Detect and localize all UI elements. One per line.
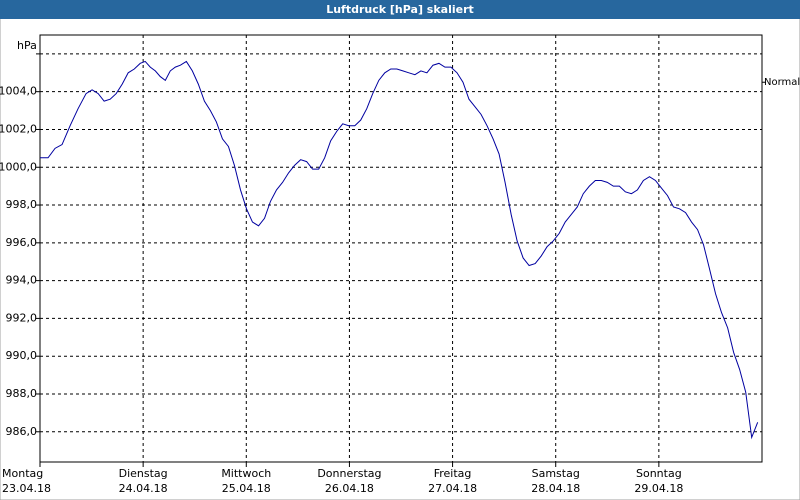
y-tick-label: 1000,0 — [0, 160, 37, 173]
chart-title: Luftdruck [hPa] skaliert — [326, 3, 474, 16]
x-tick-date: 26.04.18 — [325, 482, 374, 495]
x-tick-date: 27.04.18 — [428, 482, 477, 495]
plot-frame — [39, 34, 763, 463]
y-unit: hPa — [17, 39, 37, 52]
y-tick-label: 998,0 — [6, 198, 38, 211]
x-tick-label: Mittwoch — [221, 467, 271, 480]
x-tick-date: 24.04.18 — [119, 482, 168, 495]
y-tick-label: 988,0 — [6, 387, 38, 400]
x-tick-label: Samstag — [532, 467, 580, 480]
y-tick-label: 992,0 — [6, 311, 38, 324]
line-series — [40, 60, 759, 440]
x-tick-label: Donnerstag — [317, 467, 381, 480]
y-tick-label: 986,0 — [6, 425, 38, 438]
y-tick-label: 990,0 — [6, 349, 38, 362]
y-tick-label: 1002,0 — [0, 122, 37, 135]
annotation-label: Normal — [764, 77, 800, 88]
y-tick-label: 994,0 — [6, 274, 38, 287]
x-tick-date: 29.04.18 — [634, 482, 683, 495]
y-tick-label: 996,0 — [6, 236, 38, 249]
x-tick-label: Freitag — [434, 467, 472, 480]
x-tick-date: 23.04.18 — [2, 482, 51, 495]
x-tick-label: Dienstag — [119, 467, 168, 480]
x-tick-label: Montag — [2, 467, 43, 480]
x-tick-date: 28.04.18 — [531, 482, 580, 495]
y-tick-label: 1004,0 — [0, 85, 37, 98]
x-tick-label: Sonntag — [636, 467, 682, 480]
title-bar — [0, 0, 800, 19]
x-tick-date: 25.04.18 — [222, 482, 271, 495]
